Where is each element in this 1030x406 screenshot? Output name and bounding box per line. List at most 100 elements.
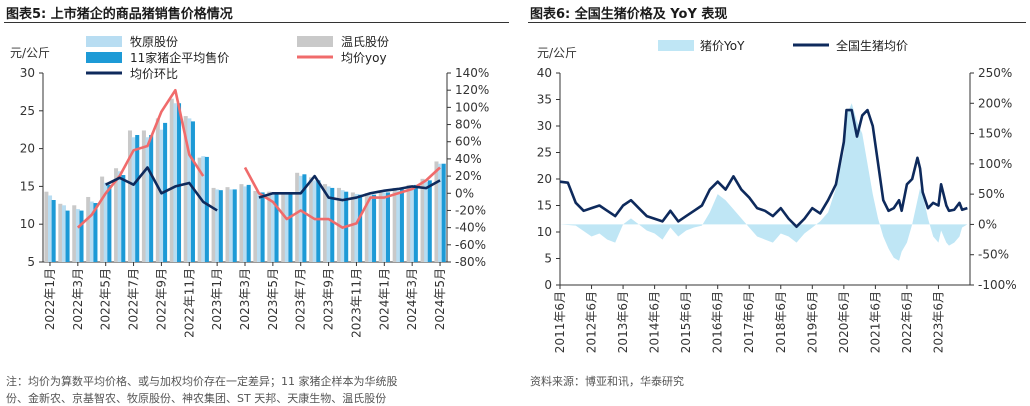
bar-温氏股份 [197, 157, 202, 262]
x-tick-label: 2013年6月 [616, 291, 630, 353]
bar-温氏股份 [378, 190, 383, 262]
right-title-rule [528, 22, 1026, 23]
legend-price-label: 全国生猪均价 [836, 38, 908, 53]
x-tick-label: 2022年1月 [43, 268, 57, 330]
bar-温氏股份 [114, 168, 119, 262]
x-tick-label: 2023年11月 [349, 268, 363, 338]
mom-line [258, 174, 441, 202]
x-tick-label: 2023年7月 [294, 268, 308, 330]
bar-牧原股份 [396, 190, 401, 262]
bar-11家猪企平均售价 [93, 203, 98, 262]
x-tick-label: 2024年3月 [405, 268, 419, 330]
x-tick-label: 2011年6月 [553, 291, 567, 353]
y-right-tick-label: -40% [455, 221, 486, 235]
y-left-tick-label: 25 [20, 104, 35, 118]
bar-牧原股份 [145, 137, 150, 262]
x-tick-label: 2024年5月 [433, 268, 447, 330]
bar-温氏股份 [281, 192, 286, 262]
y-left-tick-label: 10 [20, 217, 35, 231]
bar-11家猪企平均售价 [218, 190, 223, 262]
y-right-tick-label: 250% [978, 66, 1012, 80]
bar-温氏股份 [350, 192, 355, 262]
y-left-tick-label: 15 [20, 179, 35, 193]
bar-牧原股份 [382, 192, 387, 262]
x-tick-label: 2022年9月 [154, 268, 168, 330]
bar-牧原股份 [270, 193, 275, 262]
bar-11家猪企平均售价 [246, 184, 251, 262]
bar-温氏股份 [392, 187, 397, 262]
y-left-tick-label: 20 [20, 142, 35, 156]
y-right-tick-label: 100% [978, 157, 1012, 171]
bar-温氏股份 [127, 130, 133, 262]
y-left-tick-label: 15 [537, 199, 552, 213]
y-right-tick-label: 100% [455, 100, 489, 114]
x-tick-label: 2021年6月 [868, 291, 882, 353]
x-tick-label: 2018年6月 [774, 291, 788, 353]
bar-温氏股份 [100, 176, 105, 262]
right-chart: 元/公斤 0 5 10 15 20 25 30 35 40 -100% -50% 0% 50% 100% 15… [537, 38, 1017, 353]
x-tick-label: 2022年7月 [127, 268, 141, 330]
bar-牧原股份 [326, 186, 331, 262]
legend-muyuan-label: 牧原股份 [130, 35, 178, 49]
bar-11家猪企平均售价 [316, 180, 321, 262]
bar-温氏股份 [295, 172, 300, 262]
x-tick-label: 2015年6月 [679, 291, 693, 353]
bar-温氏股份 [434, 161, 439, 262]
left-chart: 元/公斤 5 10 15 20 25 30 -80% -60% -40% -20% 0% 20% 40% 6… [10, 35, 489, 338]
bar-温氏股份 [72, 205, 77, 262]
y-left-tick-label: 20 [537, 172, 552, 186]
bar-11家猪企平均售价 [413, 184, 418, 262]
bar-温氏股份 [406, 184, 411, 262]
legend-yoy-swatch [658, 40, 694, 51]
bar-温氏股份 [239, 184, 244, 262]
y-unit-label: 元/公斤 [10, 46, 50, 60]
y-right-tick-label: 50% [978, 187, 1005, 201]
y-left-tick-label: 30 [20, 66, 35, 80]
x-tick-label: 2022年11月 [182, 268, 196, 338]
bar-温氏股份 [44, 191, 49, 262]
yoy-line [243, 166, 441, 229]
bar-11家猪企平均售价 [399, 189, 404, 262]
bar-11家猪企平均售价 [260, 192, 265, 262]
bar-牧原股份 [284, 193, 289, 262]
bar-牧原股份 [131, 137, 136, 262]
y-right-tick-label: -20% [455, 203, 486, 217]
y-right-tick-label: 80% [455, 118, 482, 132]
y-right-tick-label: -80% [455, 255, 486, 269]
bar-牧原股份 [256, 192, 262, 262]
x-tick-label: 2022年3月 [71, 268, 85, 330]
x-tick-label: 2022年5月 [99, 268, 113, 330]
x-tick-label: 2020年6月 [837, 291, 851, 353]
bar-11家猪企平均售价 [79, 210, 84, 262]
y-right-tick-label: 40% [455, 152, 482, 166]
bar-11家猪企平均售价 [302, 174, 307, 262]
bar-牧原股份 [187, 118, 192, 262]
y-left-tick-label: 10 [537, 225, 552, 239]
right-chart-title: 图表6: 全国生猪价格及 YoY 表现 [530, 7, 728, 22]
bar-温氏股份 [420, 178, 425, 262]
bar-11家猪企平均售价 [385, 192, 391, 262]
left-footnote-2: 份、金新农、京基智农、牧原股份、神农集团、ST 天邦、天康生物、温氏股份 [6, 392, 387, 405]
right-footnote: 资料来源：博亚和讯，华泰研究 [530, 375, 684, 388]
bar-11家猪企平均售价 [135, 134, 140, 262]
bar-11家猪企平均售价 [107, 184, 112, 262]
bar-温氏股份 [86, 196, 91, 262]
y-left-tick-label: 40 [537, 66, 552, 80]
bar-牧原股份 [201, 156, 206, 262]
legend-wens-label: 温氏股份 [341, 35, 389, 49]
bar-11家猪企平均售价 [121, 175, 126, 262]
y-right-tick-label: 200% [978, 96, 1012, 110]
bar-牧原股份 [410, 186, 415, 262]
bar-牧原股份 [89, 201, 94, 262]
bar-温氏股份 [141, 130, 146, 262]
bar-11家猪企平均售价 [190, 121, 195, 262]
bar-牧原股份 [368, 194, 373, 262]
y-right-tick-label: -60% [455, 238, 486, 252]
legend-yoy-label: 均价yoy [341, 51, 387, 65]
y-left-tick-label: 25 [537, 146, 552, 160]
left-title-rule [4, 22, 509, 23]
x-tick-label: 2016年6月 [711, 291, 725, 353]
y-left-tick-label: 0 [544, 278, 552, 292]
legend-avg-swatch [86, 52, 122, 63]
bar-温氏股份 [58, 203, 63, 262]
